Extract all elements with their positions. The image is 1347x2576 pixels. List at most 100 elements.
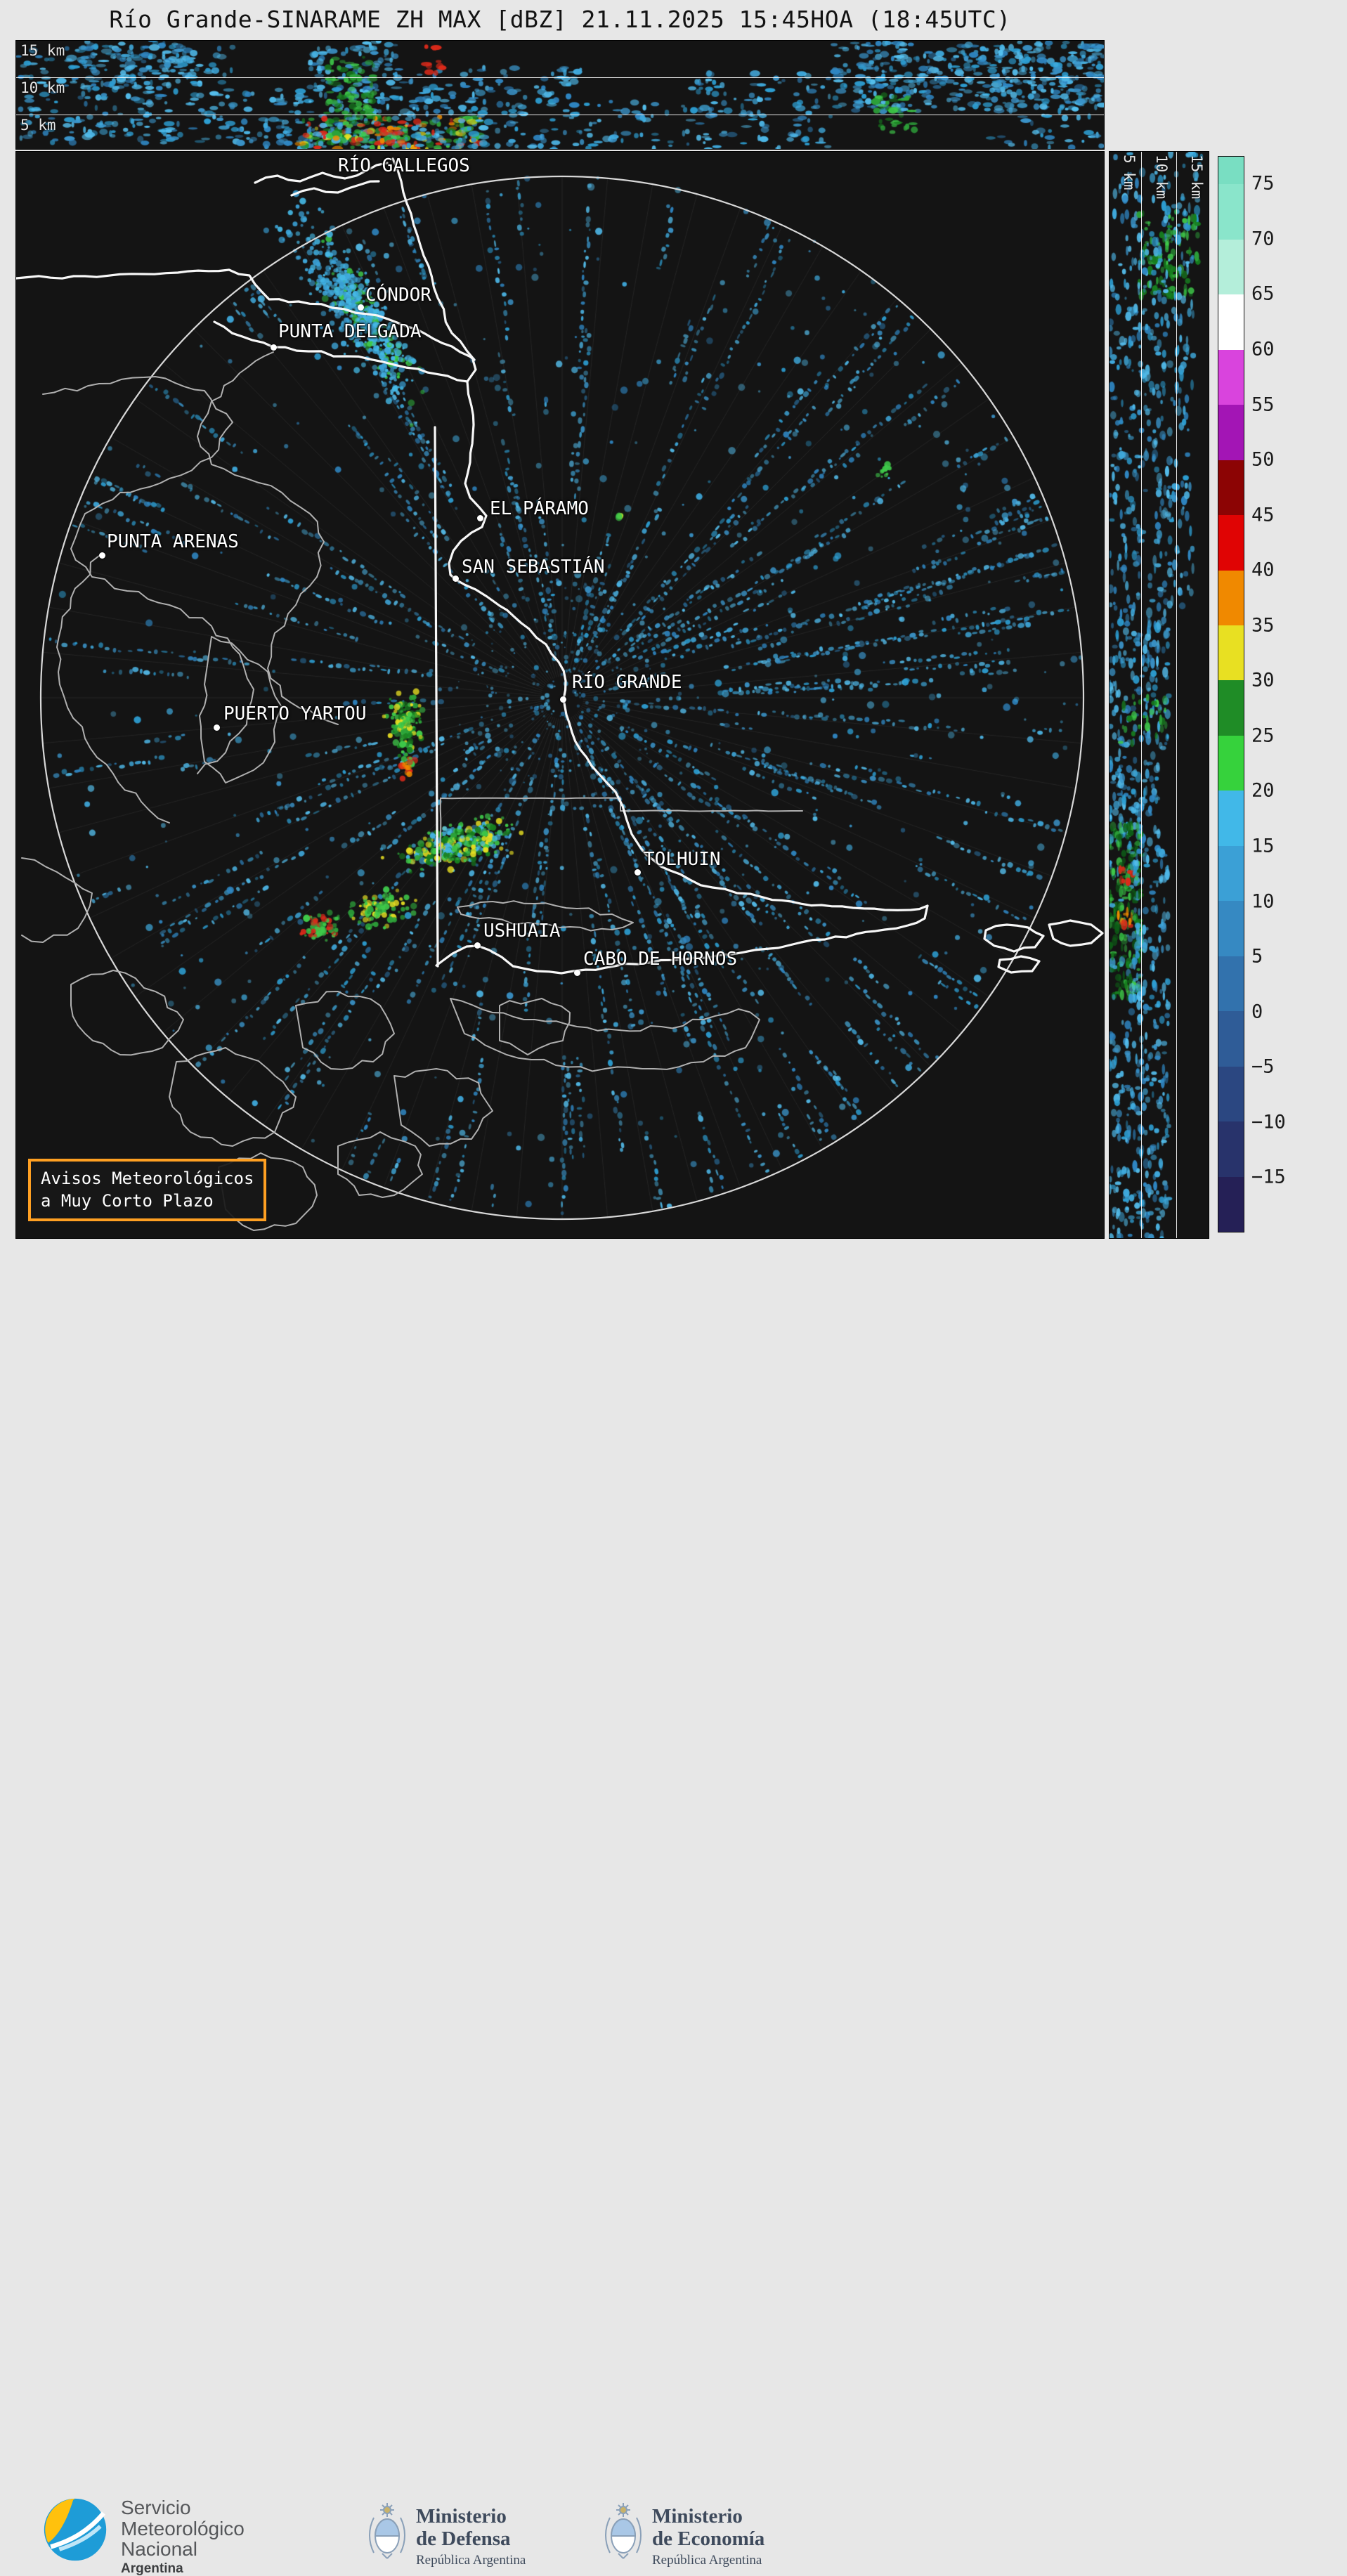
- city-label: PUERTO YARTOU: [223, 703, 367, 724]
- colorbar-tick-label: 30: [1251, 669, 1275, 691]
- economia-wordmark: Ministerio de Economía República Argenti…: [652, 2505, 764, 2568]
- cross-section-right-canvas: [1110, 152, 1209, 1238]
- page-title: Río Grande-SINARAME ZH MAX [dBZ] 21.11.2…: [109, 6, 1011, 33]
- colorbar-tick-label: 50: [1251, 448, 1275, 471]
- altitude-gridline-10km: [16, 77, 1104, 78]
- city-label: TOLHUIN: [644, 849, 721, 870]
- colorbar-segment: [1218, 349, 1244, 405]
- colorbar-segment: [1218, 405, 1244, 460]
- coastlines-overlay: [16, 157, 1104, 1231]
- city-label: SAN SEBASTIÁN: [462, 557, 605, 578]
- city-marker: [358, 304, 364, 311]
- alert-box-line2: a Muy Corto Plazo: [41, 1191, 214, 1211]
- colorbar-segment: [1218, 515, 1244, 571]
- defensa-sub: República Argentina: [416, 2552, 526, 2568]
- alert-box-line1: Avisos Meteorológicos: [41, 1169, 254, 1188]
- colorbar-tick-label: 55: [1251, 393, 1275, 416]
- defensa-wordmark: Ministerio de Defensa República Argentin…: [416, 2505, 526, 2568]
- city-marker: [271, 344, 277, 351]
- economia-coat-of-arms: [605, 2503, 642, 2559]
- cross-section-top-panel: 15 km 10 km 5 km: [15, 40, 1105, 150]
- coastline-white: [434, 426, 439, 968]
- colorbar-segment: [1218, 460, 1244, 516]
- radar-echo-canvas: [16, 152, 1104, 1238]
- coastline-gray: [56, 555, 170, 824]
- smn-line4: Argentina: [121, 2561, 183, 2576]
- city-marker: [214, 724, 220, 731]
- altitude-label-15km: 15 km: [20, 42, 65, 59]
- colorbar-tick-label: 20: [1251, 779, 1275, 802]
- coastline-gray: [21, 857, 93, 943]
- defensa-line2: de Defensa: [416, 2528, 511, 2551]
- colorbar-segment: [1218, 680, 1244, 736]
- coastline-white: [997, 955, 1041, 974]
- city-label: EL PÁRAMO: [490, 498, 589, 519]
- colorbar-tick-label: −5: [1251, 1055, 1275, 1078]
- smn-logo: [44, 2498, 107, 2561]
- colorbar-tick-label: −15: [1251, 1166, 1286, 1188]
- city-marker: [635, 869, 641, 876]
- dbz-colorbar: [1218, 156, 1244, 1232]
- city-label: PUNTA ARENAS: [107, 531, 239, 552]
- coastline-white: [213, 320, 477, 383]
- radar-range-ring: [39, 175, 1085, 1221]
- economia-line2: de Economía: [652, 2528, 765, 2551]
- coastline-gray: [70, 970, 184, 1056]
- colorbar-tick-label: 15: [1251, 835, 1275, 857]
- city-marker: [453, 575, 459, 582]
- altitude-label-5km: 5 km: [20, 117, 56, 134]
- coastline-gray: [440, 797, 803, 812]
- colorbar-tick-label: 70: [1251, 228, 1275, 250]
- coastline-white: [448, 380, 929, 911]
- coastline-gray: [169, 1047, 297, 1147]
- colorbar-segment: [1218, 1176, 1244, 1232]
- economia-line1: Ministerio: [652, 2505, 743, 2528]
- cross-section-top-canvas: [16, 41, 1104, 149]
- colorbar-segment: [1218, 735, 1244, 791]
- colorbar-segment: [1218, 1121, 1244, 1177]
- colorbar-tick-label: 45: [1251, 504, 1275, 526]
- city-marker: [99, 552, 105, 559]
- altitude-gridline-10km-v: [1141, 152, 1142, 1238]
- city-label: CÓNDOR: [365, 285, 431, 306]
- coastline-white: [254, 162, 389, 184]
- coastline-white: [435, 904, 929, 975]
- colorbar-segment: [1218, 184, 1244, 240]
- altitude-gridline-15km-v: [1176, 152, 1177, 1238]
- alert-box: Avisos Meteorológicos a Muy Corto Plazo: [28, 1159, 267, 1221]
- colorbar-tick-label: 0: [1251, 1001, 1263, 1023]
- defensa-line1: Ministerio: [416, 2505, 507, 2528]
- colorbar-segment: [1218, 1066, 1244, 1122]
- colorbar-tick-label: 75: [1251, 172, 1275, 195]
- city-label: USHUAIA: [483, 921, 561, 942]
- city-marker: [477, 515, 483, 521]
- smn-wordmark: Servicio Meteorológico Nacional Argentin…: [121, 2497, 245, 2576]
- colorbar-tick-label: 5: [1251, 945, 1263, 968]
- colorbar-segment: [1218, 845, 1244, 902]
- city-marker: [560, 696, 566, 703]
- city-label: PUNTA DELGADA: [278, 321, 422, 342]
- colorbar-tick-label: 40: [1251, 559, 1275, 581]
- smn-line1: Servicio: [121, 2497, 191, 2518]
- colorbar-segment: [1218, 1011, 1244, 1067]
- colorbar-segment: [1218, 901, 1244, 956]
- coastline-gray: [218, 1152, 318, 1231]
- coastline-gray: [295, 991, 395, 1070]
- coastline-gray: [42, 376, 254, 774]
- coastline-gray: [393, 1068, 493, 1147]
- colorbar-tick-label: −10: [1251, 1111, 1286, 1133]
- economia-sub: República Argentina: [652, 2552, 762, 2568]
- coastline-gray: [499, 998, 571, 1055]
- footer: Servicio Meteorológico Nacional Argentin…: [0, 1240, 1347, 2576]
- colorbar-segment: [1218, 625, 1244, 681]
- coastline-gray: [199, 636, 282, 783]
- smn-line3: Nacional: [121, 2538, 197, 2561]
- colorbar-segment: [1218, 570, 1244, 625]
- colorbar-segment: [1218, 157, 1244, 185]
- defensa-coat-of-arms: [369, 2503, 405, 2559]
- colorbar-tick-label: 35: [1251, 614, 1275, 637]
- colorbar-tick-label: 65: [1251, 282, 1275, 305]
- colorbar-segment: [1218, 294, 1244, 350]
- coastline-white: [983, 923, 1045, 953]
- city-label: CABO DE HORNOS: [583, 949, 738, 970]
